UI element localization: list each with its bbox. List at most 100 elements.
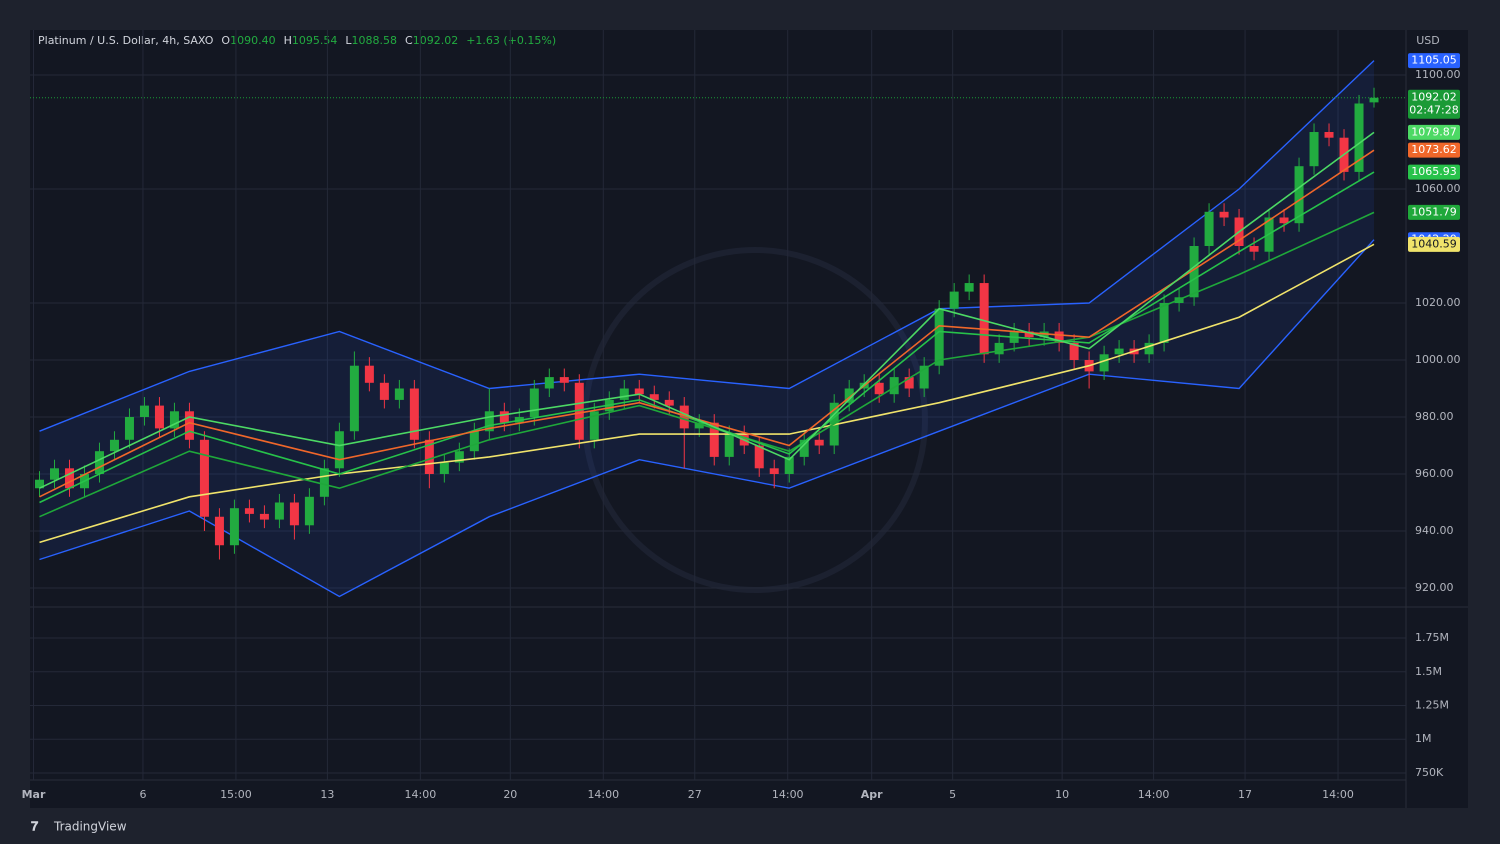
moving-average	[39, 243, 1375, 544]
candle-body	[349, 365, 359, 432]
y-tick-label: 1100.00	[1415, 68, 1461, 81]
candle-body	[394, 388, 404, 400]
candle-body	[544, 377, 554, 389]
y-tick-label: 980.00	[1415, 410, 1454, 423]
volume-tick-label: 1.5M	[1415, 665, 1442, 678]
x-tick-label: 14:00	[1322, 788, 1354, 801]
candle-body	[499, 411, 509, 423]
candle-body	[679, 405, 689, 429]
candle-body	[1369, 97, 1379, 103]
last-price-badge	[1408, 89, 1460, 119]
candle-body	[934, 308, 944, 366]
countdown-label: 02:47:28	[1409, 104, 1458, 117]
candle-body	[979, 283, 989, 355]
x-tick-label: 14:00	[772, 788, 804, 801]
price-badge	[1408, 164, 1460, 180]
price-badge-label: 1040.59	[1411, 237, 1457, 250]
candle-body	[619, 388, 629, 400]
price-badge	[1408, 124, 1460, 140]
watermark	[582, 247, 928, 593]
header-part: H	[284, 34, 292, 47]
candle-body	[439, 462, 449, 474]
x-tick-label: 20	[503, 788, 517, 801]
candle-body	[1144, 342, 1154, 355]
header-part: 1090.40	[230, 34, 276, 47]
x-tick-label: 14:00	[1138, 788, 1170, 801]
band-line	[39, 60, 1375, 432]
candle-body	[64, 468, 74, 489]
candle-body	[649, 394, 659, 400]
candle-body	[874, 382, 884, 395]
chart-header: Platinum / U.S. Dollar, 4h, SAXO O1090.40…	[38, 34, 556, 47]
candle-body	[34, 479, 44, 489]
header-part: Platinum / U.S. Dollar, 4h, SAXO	[38, 34, 214, 47]
price-badge	[1408, 53, 1460, 69]
candle-body	[1279, 217, 1289, 224]
candle-body	[304, 496, 314, 526]
candle-body	[364, 365, 374, 383]
x-tick-label: Apr	[861, 788, 883, 801]
candle-body	[469, 431, 479, 452]
candle-body	[229, 508, 239, 546]
logo: 𝟕	[31, 820, 39, 835]
candle-body	[799, 439, 809, 457]
moving-average	[39, 131, 1375, 489]
candle-body	[454, 451, 464, 463]
y-tick-label: 960.00	[1415, 467, 1454, 480]
header-part: +1.63 (+0.15%)	[466, 34, 556, 47]
header-part: 1095.54	[292, 34, 338, 47]
candle-body	[1099, 354, 1109, 372]
header-part: C	[405, 34, 413, 47]
last-price-label: 1092.02	[1411, 91, 1457, 104]
price-badge	[1408, 142, 1460, 158]
moving-average	[39, 211, 1375, 518]
candle-body	[154, 405, 164, 429]
y-tick-label: 920.00	[1415, 581, 1454, 594]
candle-body	[1159, 302, 1169, 343]
candle-body	[379, 382, 389, 400]
x-tick-label: 5	[949, 788, 956, 801]
candle-body	[589, 411, 599, 440]
candle-body	[1054, 331, 1064, 343]
candle-body	[49, 468, 59, 480]
candle-body	[1354, 103, 1364, 172]
x-tick-label: 6	[139, 788, 146, 801]
candle-body	[634, 388, 644, 395]
volume-tick-label: 1.75M	[1415, 631, 1449, 644]
y-tick-label: 1000.00	[1415, 353, 1461, 366]
candle-body	[1024, 331, 1034, 338]
candle-body	[214, 516, 224, 546]
candle-body	[964, 283, 974, 292]
price-badge-label: 1079.87	[1411, 125, 1457, 138]
candle-body	[1324, 132, 1334, 138]
x-tick-label: Mar	[22, 788, 46, 801]
candle-body	[1219, 211, 1229, 218]
candle-body	[199, 439, 209, 517]
candle-body	[574, 382, 584, 440]
candle-body	[259, 513, 269, 520]
candle-body	[319, 468, 329, 497]
header-part: 1092.02	[413, 34, 459, 47]
candle-body	[844, 388, 854, 403]
candle-body	[424, 439, 434, 474]
candle-body	[1114, 348, 1124, 355]
candle-body	[724, 434, 734, 457]
chart-area	[30, 30, 1468, 808]
candle-body	[919, 365, 929, 389]
header-part: 1088.58	[352, 34, 398, 47]
candle-body	[409, 388, 419, 440]
candle-body	[529, 388, 539, 417]
candle-body	[1189, 246, 1199, 298]
price-badge	[1408, 204, 1460, 220]
moving-average	[39, 149, 1375, 498]
y-tick-label: 1020.00	[1415, 296, 1461, 309]
candle-body	[169, 411, 179, 429]
candle-body	[184, 411, 194, 440]
candle-body	[244, 508, 254, 514]
x-tick-label: 15:00	[220, 788, 252, 801]
price-badge-label: 1065.93	[1411, 165, 1457, 178]
x-tick-label: 27	[688, 788, 702, 801]
price-badge-label: 1105.05	[1411, 54, 1457, 67]
x-tick-label: 17	[1238, 788, 1252, 801]
header-part: L	[345, 34, 352, 47]
